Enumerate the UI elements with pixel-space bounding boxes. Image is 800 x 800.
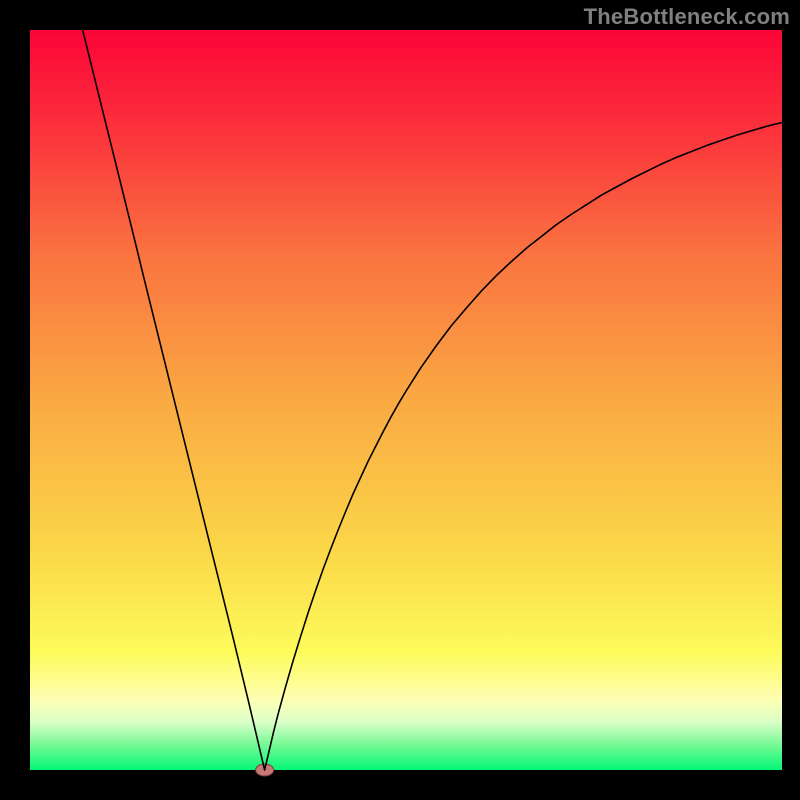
watermark-text: TheBottleneck.com bbox=[584, 4, 790, 30]
chart-container: TheBottleneck.com bbox=[0, 0, 800, 800]
chart-svg bbox=[0, 0, 800, 800]
plot-background-gradient bbox=[30, 30, 782, 770]
